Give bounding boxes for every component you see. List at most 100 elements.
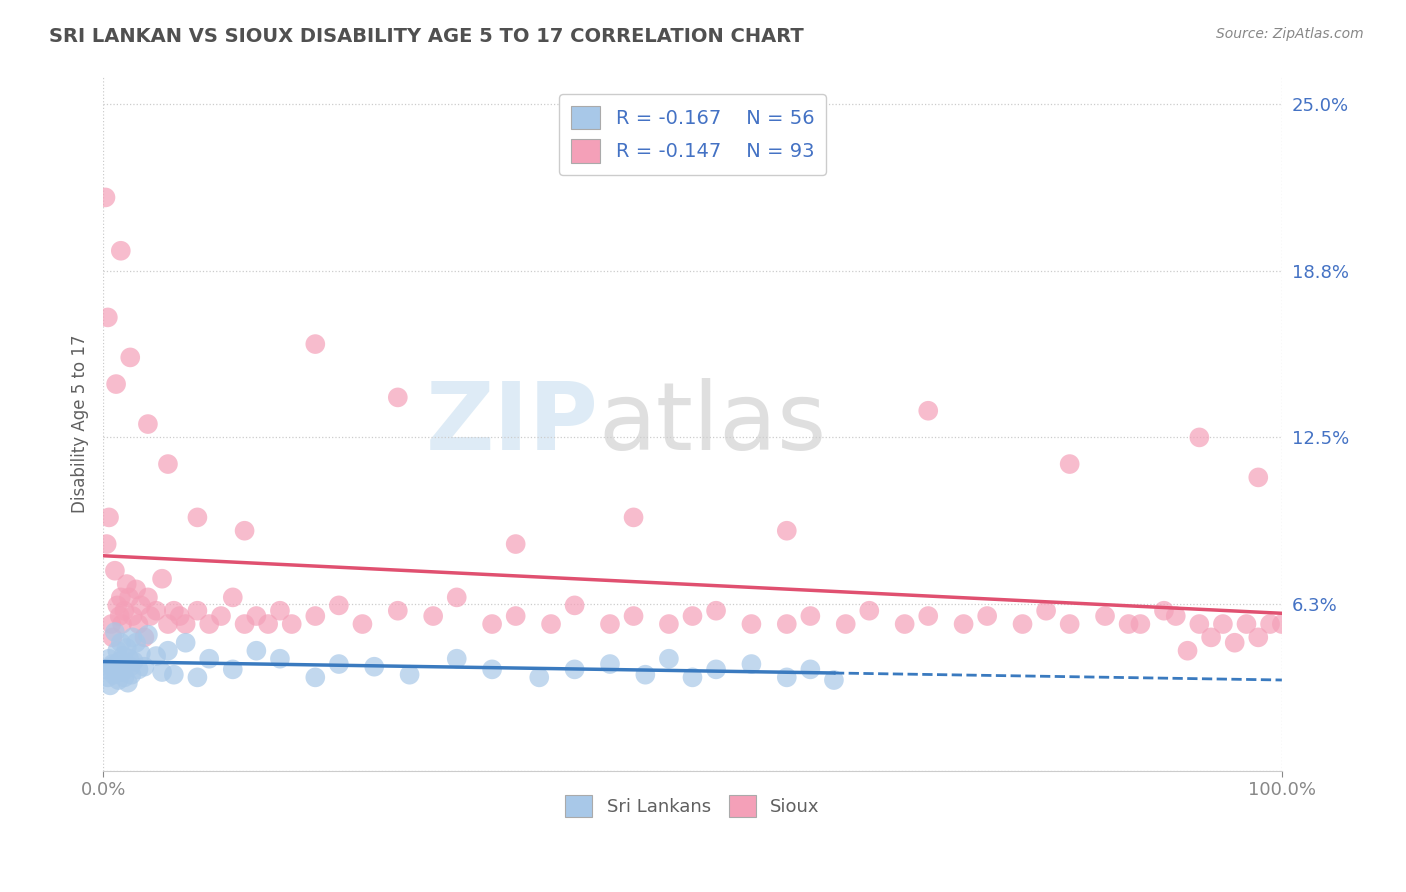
Point <box>387 391 409 405</box>
Point <box>104 625 127 640</box>
Point <box>682 609 704 624</box>
Point <box>505 537 527 551</box>
Point <box>304 609 326 624</box>
Point <box>623 609 645 624</box>
Point <box>446 591 468 605</box>
Point <box>118 591 141 605</box>
Point <box>108 609 131 624</box>
Point <box>422 609 444 624</box>
Point <box>387 604 409 618</box>
Point <box>776 617 799 632</box>
Point <box>1059 457 1081 471</box>
Point <box>222 591 245 605</box>
Point <box>96 662 118 676</box>
Point <box>97 310 120 325</box>
Point <box>186 510 208 524</box>
Point <box>658 651 681 665</box>
Point <box>110 636 132 650</box>
Point <box>103 667 125 681</box>
Point <box>129 599 152 613</box>
Point <box>127 662 149 676</box>
Point <box>858 604 880 618</box>
Point <box>118 651 141 665</box>
Point <box>280 617 302 632</box>
Point <box>328 657 350 671</box>
Point <box>97 670 120 684</box>
Point <box>1118 617 1140 632</box>
Point <box>98 678 121 692</box>
Point <box>740 617 762 632</box>
Point <box>704 604 727 618</box>
Point <box>117 675 139 690</box>
Point <box>127 617 149 632</box>
Point <box>623 510 645 524</box>
Point <box>186 670 208 684</box>
Point <box>740 657 762 671</box>
Point <box>96 537 118 551</box>
Point <box>540 617 562 632</box>
Point <box>163 604 186 618</box>
Point <box>245 609 267 624</box>
Point <box>269 651 291 665</box>
Point <box>198 651 221 665</box>
Point <box>121 609 143 624</box>
Point <box>125 636 148 650</box>
Point <box>111 665 134 679</box>
Point <box>1236 617 1258 632</box>
Point <box>134 659 156 673</box>
Point <box>893 617 915 632</box>
Point <box>136 591 159 605</box>
Point <box>1059 617 1081 632</box>
Point <box>363 659 385 673</box>
Point <box>1247 631 1270 645</box>
Point <box>129 646 152 660</box>
Point <box>952 617 974 632</box>
Point <box>120 659 142 673</box>
Point <box>634 667 657 681</box>
Point <box>112 604 135 618</box>
Point <box>1271 617 1294 632</box>
Point <box>107 673 129 687</box>
Point <box>134 631 156 645</box>
Point <box>98 510 121 524</box>
Point <box>115 641 138 656</box>
Point <box>110 591 132 605</box>
Point <box>481 662 503 676</box>
Point <box>94 190 117 204</box>
Point <box>1188 430 1211 444</box>
Point <box>156 617 179 632</box>
Point <box>100 659 122 673</box>
Point <box>976 609 998 624</box>
Point <box>169 609 191 624</box>
Point <box>156 643 179 657</box>
Point <box>1094 609 1116 624</box>
Point <box>658 617 681 632</box>
Point <box>209 609 232 624</box>
Point <box>105 377 128 392</box>
Point <box>198 617 221 632</box>
Point <box>257 617 280 632</box>
Point <box>823 673 845 687</box>
Point <box>1258 617 1281 632</box>
Point <box>101 631 124 645</box>
Point <box>304 337 326 351</box>
Point <box>1129 617 1152 632</box>
Text: Source: ZipAtlas.com: Source: ZipAtlas.com <box>1216 27 1364 41</box>
Point <box>112 648 135 663</box>
Point <box>156 457 179 471</box>
Point <box>121 631 143 645</box>
Point <box>682 670 704 684</box>
Point <box>222 662 245 676</box>
Point <box>174 617 197 632</box>
Point <box>704 662 727 676</box>
Point <box>398 667 420 681</box>
Point <box>599 657 621 671</box>
Point <box>776 524 799 538</box>
Point <box>481 617 503 632</box>
Point <box>150 665 173 679</box>
Point <box>1177 643 1199 657</box>
Point <box>145 604 167 618</box>
Point <box>304 670 326 684</box>
Point <box>98 651 121 665</box>
Point <box>599 617 621 632</box>
